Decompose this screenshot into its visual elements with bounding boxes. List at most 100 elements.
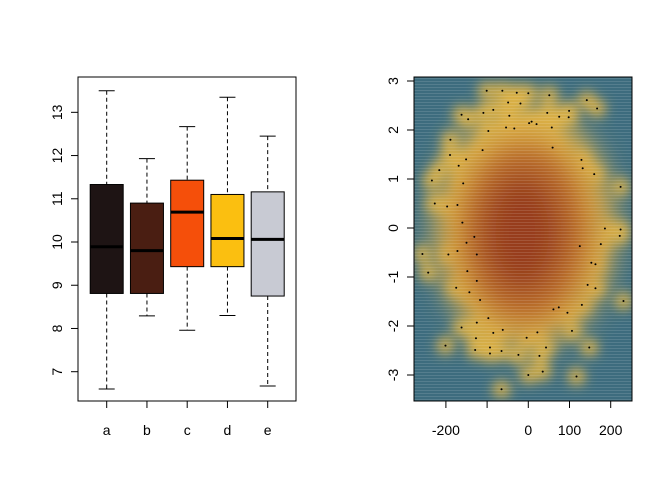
- box-body: [250, 191, 285, 297]
- scatter-point: [487, 317, 490, 320]
- y-tick-label: 3: [385, 77, 401, 85]
- scatter-point: [580, 158, 583, 161]
- scatter-point: [594, 287, 597, 290]
- scatter-point: [557, 306, 560, 309]
- scatter-point: [505, 126, 508, 129]
- scatter-point: [461, 221, 464, 224]
- box-body: [89, 184, 124, 294]
- scatter-point: [475, 253, 478, 256]
- y-tick-label: 8: [49, 324, 65, 332]
- scatter-point: [599, 243, 602, 246]
- scatter-point: [487, 129, 490, 132]
- scatter-point: [430, 179, 433, 182]
- y-tick-label: 13: [49, 104, 65, 120]
- scatter-point: [550, 126, 553, 129]
- scatter-point: [570, 329, 573, 332]
- scatter-point: [548, 94, 551, 97]
- scatter-point: [551, 146, 554, 149]
- scatter-point: [421, 252, 424, 255]
- scatter-point: [535, 123, 538, 126]
- scatter-point: [479, 299, 482, 302]
- density-scatter-panel: -200 0 100 200 -3 -2 -1 0 1 2 3: [385, 76, 633, 438]
- scatter-point: [447, 253, 450, 256]
- scatter-point: [488, 346, 491, 349]
- x-tick-label: a: [103, 422, 111, 438]
- scatter-point: [519, 102, 522, 105]
- x-tick-label: b: [143, 422, 151, 438]
- scatter-point: [468, 291, 471, 294]
- scatter-point: [433, 202, 436, 205]
- scatter-point: [513, 127, 516, 130]
- scatter-point: [530, 120, 533, 123]
- x-tick-label: 200: [599, 422, 623, 438]
- scatter-point: [427, 271, 430, 274]
- scatter-point: [444, 344, 447, 347]
- scatter-point: [449, 153, 452, 156]
- scatter-point: [590, 261, 593, 264]
- box-e: [250, 135, 285, 387]
- y-tick-label: 2: [385, 126, 401, 134]
- y-tick-label: 11: [49, 191, 65, 206]
- scatter-point: [566, 311, 569, 314]
- box-a: [89, 90, 124, 390]
- y-tick-label: 9: [49, 281, 65, 289]
- scatter-point: [596, 107, 599, 110]
- scatter-point: [536, 331, 539, 334]
- y-tick-label: 10: [49, 234, 65, 250]
- raster-stripes: [414, 77, 632, 401]
- scatter-point: [500, 349, 503, 352]
- scatter-point: [474, 337, 477, 340]
- scatter-point: [508, 114, 511, 117]
- scatter-point: [528, 122, 531, 125]
- scatter-point: [465, 241, 468, 244]
- scatter-point: [594, 263, 597, 266]
- y-tick-label: -1: [385, 271, 401, 284]
- scatter-point: [567, 116, 570, 119]
- scatter-point: [449, 138, 452, 141]
- scatter-point: [527, 374, 530, 376]
- scatter-point: [515, 91, 518, 94]
- scatter-point: [500, 388, 503, 391]
- scatter-point: [492, 108, 495, 111]
- box-c: [170, 126, 205, 331]
- scatter-point: [465, 158, 468, 161]
- x-tick-label: d: [224, 422, 232, 438]
- scatter-point: [501, 89, 504, 92]
- scatter-point: [485, 89, 488, 92]
- scatter-point: [541, 370, 544, 373]
- x-tick-label: c: [184, 422, 191, 438]
- scatter-point: [618, 234, 621, 237]
- scatter-point: [585, 99, 588, 102]
- scatter-point: [580, 303, 583, 306]
- scatter-point: [475, 321, 478, 324]
- scatter-point: [460, 113, 463, 116]
- scatter-point: [619, 185, 622, 188]
- scatter-point: [507, 101, 510, 104]
- scatter-point: [578, 245, 581, 248]
- scatter-point: [568, 109, 571, 112]
- scatter-point: [546, 111, 549, 114]
- box-body: [170, 179, 205, 268]
- scatter-point: [455, 286, 458, 289]
- box-b: [129, 158, 164, 317]
- scatter-point: [538, 354, 541, 357]
- scatter-point: [460, 326, 463, 329]
- scatter-point: [517, 353, 520, 356]
- scatter-point: [488, 352, 491, 355]
- scatter-point: [466, 270, 469, 273]
- scatter-point: [462, 182, 465, 185]
- y-tick-label: 7: [49, 368, 65, 376]
- x-tick-label: 0: [524, 422, 532, 438]
- boxplot-panel: a b c d e 7 8 9 10 11 12 13: [49, 76, 297, 438]
- scatter-point: [492, 331, 495, 334]
- scatter-point: [545, 346, 548, 349]
- scatter-point: [474, 349, 477, 352]
- scatter-point: [619, 228, 622, 231]
- scatter-point: [622, 300, 625, 303]
- scatter-point: [527, 92, 530, 95]
- scatter-point: [446, 205, 449, 208]
- scatter-point: [581, 167, 584, 170]
- y-tick-label: 0: [385, 224, 401, 232]
- scatter-point: [467, 118, 470, 121]
